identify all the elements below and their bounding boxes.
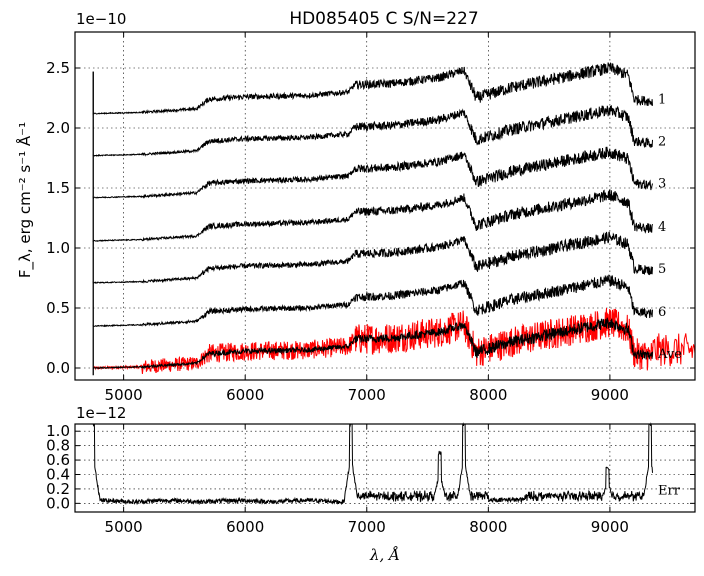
series-line-err <box>92 422 653 506</box>
series-line-Ave <box>92 317 653 370</box>
top-series-labels: 1 2 3 4 5 6 Ave <box>657 93 682 362</box>
bottom-ytick-label: 0.2 <box>46 480 70 498</box>
top-ytick-label: 0.0 <box>46 359 70 377</box>
top-ytick-label: 1.0 <box>46 239 70 257</box>
bottom-ytick-label: 0.4 <box>46 465 70 483</box>
series-label-4: 4 <box>658 220 666 235</box>
top-ytick-label: 0.5 <box>46 299 70 317</box>
top-ytick-label: 2.5 <box>46 59 70 77</box>
series-label-5: 5 <box>658 262 666 277</box>
top-y-axis-label: F_λ, erg cm⁻² s⁻¹ Å⁻¹ <box>15 122 35 278</box>
series-label-2: 2 <box>658 135 666 150</box>
bottom-xtick-label: 7000 <box>348 518 386 536</box>
error-spectrum <box>92 422 653 506</box>
bottom-xtick-label: 9000 <box>591 518 629 536</box>
bottom-plot-frame <box>74 423 696 513</box>
series-line-2 <box>92 105 653 157</box>
bottom-y-exponent: 1e−12 <box>76 404 126 422</box>
bottom-series-labels: Err <box>658 484 681 499</box>
top-xtick-label: 6000 <box>226 386 264 404</box>
chart-title: HD085405 C S/N=227 <box>289 9 478 29</box>
series-line-3 <box>92 146 653 200</box>
bottom-ytick-label: 0.8 <box>46 437 70 455</box>
series-label-err: Err <box>658 484 681 499</box>
top-spectra <box>92 62 696 376</box>
x-axis-label: λ, Å <box>369 546 400 564</box>
top-axes: 5000 6000 7000 8000 9000 0.0 0.5 1.0 1.5 2.0 2.5 <box>46 31 696 404</box>
series-line-6 <box>92 274 653 328</box>
series-label-3: 3 <box>658 177 666 192</box>
series-line-red <box>92 307 696 374</box>
top-plot-frame <box>74 31 696 381</box>
series-line-4 <box>92 188 653 243</box>
series-line-5 <box>92 231 653 284</box>
bottom-axes: 5000 6000 7000 8000 9000 0.00.20.40.60.81.0 <box>46 422 696 536</box>
top-xtick-label: 8000 <box>469 386 507 404</box>
bottom-ytick-label: 0.6 <box>46 451 70 469</box>
top-ytick-label: 1.5 <box>46 179 70 197</box>
series-label-Ave: Ave <box>657 347 682 362</box>
series-line-1 <box>92 62 653 116</box>
bottom-ytick-label: 0.0 <box>46 494 70 512</box>
top-xtick-label: 5000 <box>105 386 143 404</box>
series-label-1: 1 <box>658 93 666 108</box>
bottom-ytick-label: 1.0 <box>46 422 70 440</box>
bottom-xtick-label: 8000 <box>469 518 507 536</box>
top-y-exponent: 1e−10 <box>76 10 126 28</box>
bottom-xtick-label: 5000 <box>105 518 143 536</box>
top-ytick-label: 2.0 <box>46 119 70 137</box>
series-label-6: 6 <box>658 305 666 320</box>
top-xtick-label: 7000 <box>348 386 386 404</box>
top-xtick-label: 9000 <box>591 386 629 404</box>
bottom-xtick-label: 6000 <box>226 518 264 536</box>
